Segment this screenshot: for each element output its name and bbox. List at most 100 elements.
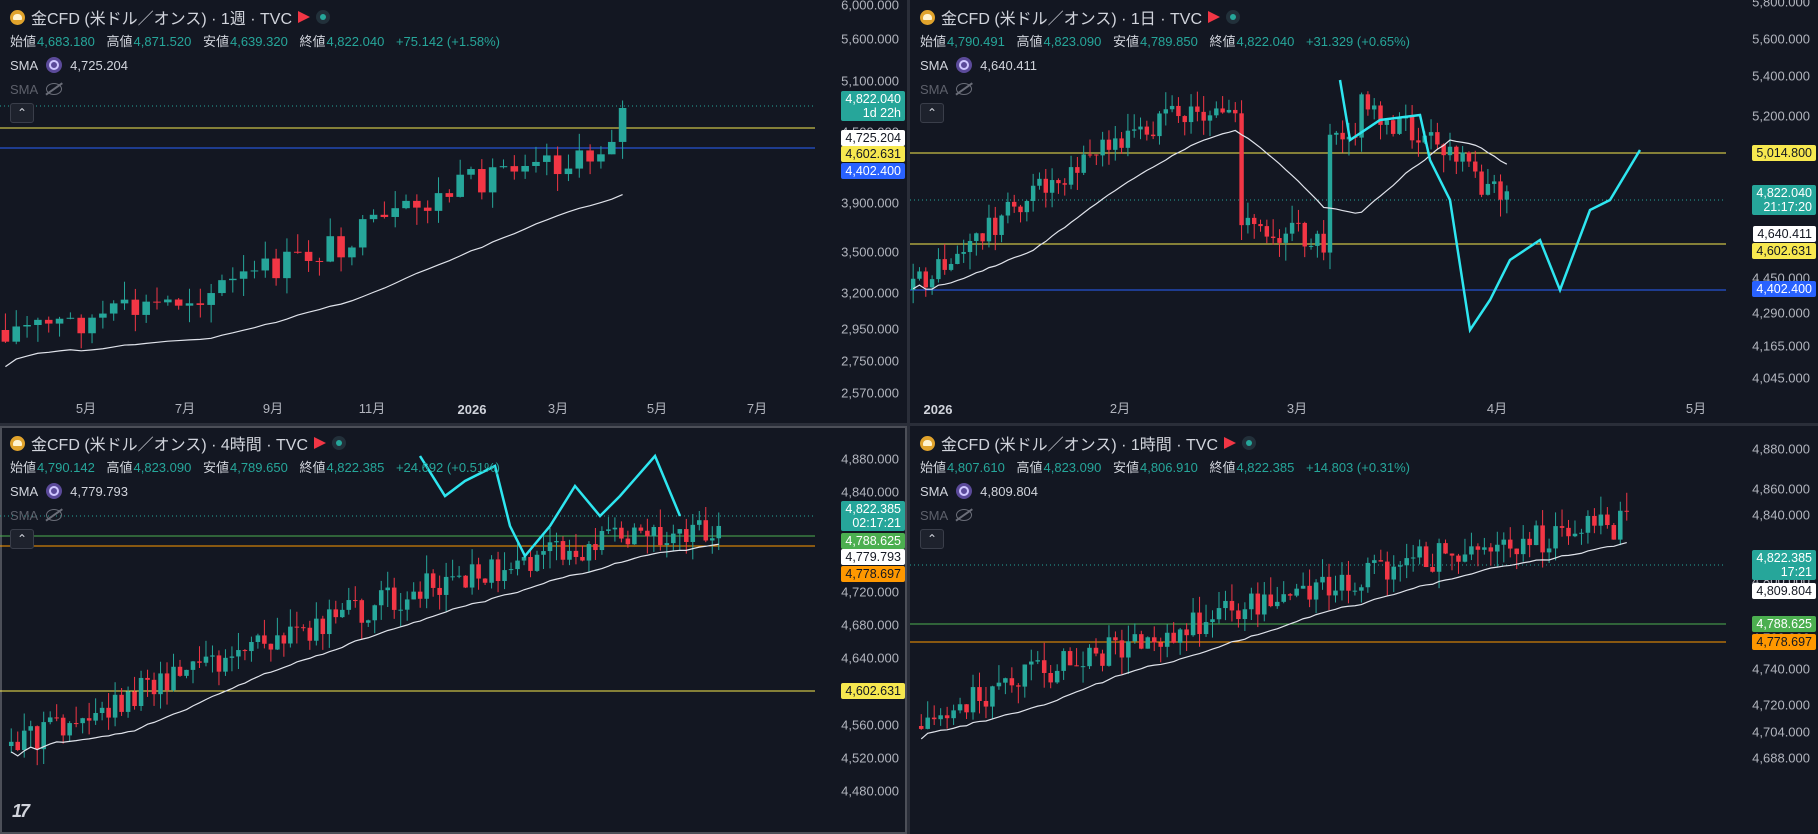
price-label-sma[interactable]: 4,640.411 — [1753, 226, 1816, 242]
y-axis-tick: 4,290.000 — [1752, 305, 1810, 321]
eye-off-icon[interactable] — [956, 83, 973, 95]
chart-pane-daily[interactable]: 金CFD (米ドル／オンス) · 1日 · TVC 始値4,790.491 高値… — [910, 0, 1818, 423]
candle — [1262, 582, 1267, 622]
candle — [1132, 114, 1137, 138]
candle — [1145, 636, 1151, 649]
chart-pane-h1[interactable]: 金CFD (米ドル／オンス) · 1時間 · TVC 始値4,807.610 高… — [910, 426, 1818, 834]
market-status-icon[interactable] — [316, 10, 331, 24]
price-label-sma[interactable]: 4,725.204 — [841, 130, 905, 146]
candle — [1081, 145, 1086, 176]
price-label-yellow[interactable]: 4,602.631 — [841, 683, 905, 699]
price-chart[interactable] — [910, 426, 1726, 834]
market-status-icon[interactable] — [1242, 436, 1257, 450]
eye-off-icon[interactable] — [46, 83, 63, 95]
candle — [1201, 96, 1206, 135]
collapse-legend-button[interactable]: ⌃ — [10, 103, 34, 123]
price-label-green[interactable]: 4,788.625 — [1752, 616, 1816, 632]
price-label-last[interactable]: 4,822.040 1d 22h — [841, 91, 905, 121]
collapse-legend-button[interactable]: ⌃ — [920, 529, 944, 549]
candle — [1462, 538, 1468, 563]
price-label-blue[interactable]: 4,402.400 — [1752, 281, 1816, 297]
chart-pane-h4[interactable]: 金CFD (米ドル／オンス) · 4時間 · TVC 始値4,790.142 高… — [0, 426, 907, 834]
eye-off-icon[interactable] — [46, 509, 63, 521]
candle — [925, 701, 930, 730]
candle — [430, 569, 436, 597]
collapse-legend-button[interactable]: ⌃ — [920, 103, 944, 123]
candle — [1268, 577, 1274, 608]
candle — [645, 518, 650, 554]
price-chart[interactable] — [0, 426, 815, 834]
candle — [1270, 219, 1276, 245]
candle — [34, 317, 42, 342]
sma-legend-hidden[interactable]: SMA — [920, 506, 1718, 524]
candle — [1119, 132, 1124, 154]
indicator-settings-icon[interactable] — [46, 483, 63, 499]
candle — [1320, 559, 1325, 590]
y-axis-tick: 5,200.000 — [1752, 108, 1810, 124]
price-label-yellow[interactable]: 4,602.631 — [841, 146, 905, 162]
flag-icon[interactable] — [298, 11, 311, 23]
candle — [293, 234, 302, 254]
symbol-title[interactable]: 金CFD (米ドル／オンス) · 1週 · TVC — [31, 11, 293, 28]
tradingview-logo-icon[interactable]: 17 — [12, 801, 30, 821]
candle — [218, 274, 226, 297]
candle — [1540, 510, 1545, 568]
market-status-icon[interactable] — [1226, 10, 1241, 24]
x-axis-tick: 7月 — [174, 401, 196, 416]
symbol-title[interactable]: 金CFD (米ドル／オンス) · 1日 · TVC — [941, 11, 1203, 28]
candle — [1041, 642, 1047, 688]
market-status-icon[interactable] — [332, 436, 347, 450]
price-label-last[interactable]: 4,822.385 17:21 — [1752, 550, 1816, 580]
price-label-blue[interactable]: 4,402.400 — [841, 163, 905, 179]
sma-legend[interactable]: SMA 4,725.204 — [10, 57, 129, 73]
candle — [515, 543, 520, 576]
candle — [1507, 527, 1513, 558]
sma-legend[interactable]: SMA 4,640.411 — [920, 57, 1038, 73]
gold-coin-icon — [10, 9, 25, 25]
candle — [125, 686, 131, 718]
candle — [1176, 97, 1181, 123]
collapse-legend-button[interactable]: ⌃ — [10, 529, 34, 549]
chart-pane-weekly[interactable]: 金CFD (米ドル／オンス) · 1週 · TVC 始値4,683.180 高値… — [0, 0, 907, 423]
price-label-yellow[interactable]: 5,014.800 — [1752, 145, 1816, 161]
candle — [1340, 120, 1345, 153]
indicator-settings-icon[interactable] — [956, 483, 973, 499]
candle — [607, 129, 616, 155]
candle — [142, 294, 150, 323]
price-chart[interactable] — [910, 0, 1726, 423]
candle — [352, 586, 358, 608]
sma-legend[interactable]: SMA 4,779.793 — [10, 483, 129, 499]
price-label-last[interactable]: 4,822.385 02:17:21 — [841, 501, 905, 531]
price-label-sma[interactable]: 4,809.804 — [1752, 583, 1816, 599]
price-label-orange[interactable]: 4,778.697 — [841, 566, 905, 582]
candle — [528, 548, 533, 578]
sma-legend-hidden[interactable]: SMA — [920, 80, 1718, 98]
candle — [437, 575, 442, 610]
eye-off-icon[interactable] — [956, 509, 973, 521]
price-label-orange[interactable]: 4,778.697 — [1752, 634, 1816, 650]
y-axis-tick: 4,704.000 — [1752, 724, 1810, 740]
sma-legend-hidden[interactable]: SMA — [10, 80, 807, 98]
price-label-last[interactable]: 4,822.040 21:17:20 — [1752, 185, 1816, 215]
candle — [1, 313, 10, 343]
price-label-green[interactable]: 4,788.625 — [841, 533, 905, 549]
symbol-title[interactable]: 金CFD (米ドル／オンス) · 1時間 · TVC — [941, 437, 1219, 454]
candle — [80, 717, 85, 734]
flag-icon[interactable] — [1208, 11, 1221, 23]
sma-legend[interactable]: SMA 4,809.804 — [920, 483, 1039, 499]
price-label-sma[interactable]: 4,779.793 — [841, 549, 905, 565]
flag-icon[interactable] — [1224, 437, 1237, 449]
candle — [1372, 554, 1377, 575]
indicator-settings-icon[interactable] — [46, 57, 63, 73]
price-label-yellow[interactable]: 4,602.631 — [1752, 243, 1816, 259]
symbol-title[interactable]: 金CFD (米ドル／オンス) · 4時間 · TVC — [31, 437, 309, 454]
candle — [99, 701, 105, 721]
candle — [1308, 238, 1314, 250]
flag-icon[interactable] — [314, 437, 327, 449]
candle — [1080, 651, 1086, 683]
candle — [1501, 532, 1507, 563]
candle — [1441, 143, 1446, 173]
indicator-settings-icon[interactable] — [956, 57, 973, 73]
sma-legend-hidden[interactable]: SMA — [10, 506, 807, 524]
price-chart[interactable] — [0, 0, 815, 423]
